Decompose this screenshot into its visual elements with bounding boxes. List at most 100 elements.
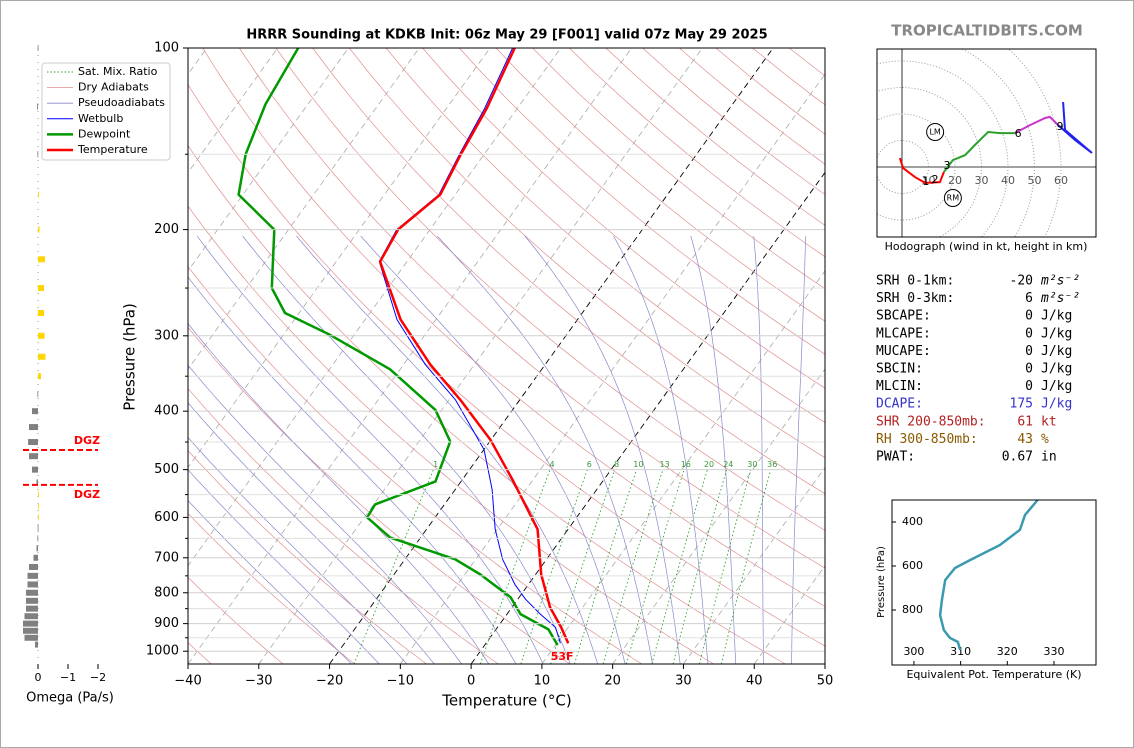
omega-bar xyxy=(26,597,38,604)
y-tick-label: 1000 xyxy=(146,644,179,659)
storm-motion-label: RM xyxy=(947,194,960,203)
mixing-ratio-line xyxy=(602,469,664,664)
legend-box xyxy=(41,62,171,161)
stat-label: MLCAPE: xyxy=(876,326,931,341)
legend-label: Temperature xyxy=(77,143,148,156)
hodo-height-label: 3 xyxy=(944,159,951,172)
omega-bar xyxy=(29,563,38,570)
omega-bar xyxy=(35,641,38,648)
dry-adiabat xyxy=(495,48,825,322)
dry-adiabat xyxy=(188,388,499,664)
omega-bar xyxy=(38,310,44,317)
omega-bar xyxy=(32,408,38,415)
profile-x-tick-label: 320 xyxy=(997,645,1018,658)
background-lines xyxy=(188,48,825,664)
profile-x-tick-label: 330 xyxy=(1043,645,1064,658)
mixing-ratio-line xyxy=(672,469,728,664)
pseudoadiabat xyxy=(524,235,681,664)
pseudoadiabat xyxy=(188,364,462,664)
isotherm xyxy=(188,48,562,567)
dry-adiabat xyxy=(188,576,284,664)
profile-y-tick-label: 600 xyxy=(902,559,923,572)
pseudoadiabat xyxy=(188,436,408,664)
isotherm xyxy=(188,48,632,664)
isotherm xyxy=(188,48,491,469)
y-tick-label: 400 xyxy=(154,404,179,419)
watermark: TROPICALTIDBITS.COM xyxy=(891,22,1083,40)
omega-x-tick-label: 0 xyxy=(35,671,42,684)
stat-label: PWAT: xyxy=(876,450,915,465)
y-tick-label: 900 xyxy=(154,616,179,631)
omega-bar xyxy=(37,103,38,110)
hodograph-caption: Hodograph (wind in kt, height in km) xyxy=(885,240,1088,253)
omega-bar xyxy=(38,353,46,360)
mixing-ratio-line xyxy=(699,469,752,664)
pseudoadiabat xyxy=(196,235,544,664)
legend: Sat. Mix. Ratio Dry Adiabats Pseudoadiabat… xyxy=(41,62,171,161)
x-axis-label: Temperature (°C) xyxy=(441,692,571,710)
y-tick-label: 700 xyxy=(154,550,179,565)
mixing-ratio-label: 1 xyxy=(433,460,438,469)
stat-unit: J/kg xyxy=(1041,309,1072,324)
omega-bar xyxy=(38,226,40,233)
omega-bar xyxy=(24,634,38,641)
mixing-ratio-line xyxy=(651,469,708,664)
stat-unit: kt xyxy=(1041,414,1057,429)
dry-adiabat xyxy=(188,83,825,647)
hodo-ring xyxy=(877,140,929,194)
x-tick-label: 50 xyxy=(817,674,834,689)
stat-value: 0 xyxy=(1025,344,1033,359)
legend-label: Pseudoadiabats xyxy=(78,96,165,109)
stat-label: RH 300-850mb: xyxy=(876,432,978,447)
profile-frame xyxy=(891,499,1097,666)
mixing-ratio-label: 13 xyxy=(659,460,669,469)
mixing-ratio-line xyxy=(479,469,551,664)
stat-unit: J/kg xyxy=(1041,344,1072,359)
omega-bar xyxy=(38,332,45,339)
stat-value: 6 xyxy=(1025,291,1033,306)
pseudoadiabat xyxy=(690,236,737,664)
stat-unit: in xyxy=(1041,450,1057,465)
dry-adiabat xyxy=(312,48,825,495)
omega-bar xyxy=(23,620,38,627)
profile-line xyxy=(378,48,570,644)
stat-unit: m²s⁻² xyxy=(1040,291,1080,306)
profile-line xyxy=(237,48,559,646)
stat-label: MLCIN: xyxy=(876,379,923,394)
hodo-trace xyxy=(1057,102,1093,154)
mixing-ratio-line xyxy=(625,469,685,664)
omega-x-tick-label: −1 xyxy=(60,671,76,684)
omega-bar xyxy=(26,605,38,612)
x-tick-label: 30 xyxy=(675,674,692,689)
dry-adiabat xyxy=(459,48,825,355)
omega-bar xyxy=(36,479,38,486)
stat-value: 0 xyxy=(1025,326,1033,341)
x-tick-label: 10 xyxy=(534,674,551,689)
pseudoadiabat xyxy=(613,235,709,664)
hodo-ring-label: 30 xyxy=(975,174,989,187)
x-tick-label: 40 xyxy=(746,674,763,689)
dry-adiabat xyxy=(349,48,825,459)
mixing-ratio-label: 24 xyxy=(723,460,733,469)
pseudoadiabat xyxy=(437,235,653,664)
hodo-trace xyxy=(1014,115,1059,134)
hodo-ring xyxy=(1007,49,1062,237)
mixing-ratio-label: 30 xyxy=(747,460,757,469)
pseudoadiabat xyxy=(188,469,380,664)
mixing-ratio-line xyxy=(520,469,588,664)
dry-adiabat xyxy=(188,512,355,664)
omega-bar xyxy=(36,545,38,552)
storm-motion-label: LM xyxy=(929,128,940,137)
x-tick-label: −10 xyxy=(387,674,414,689)
mixing-ratio-line xyxy=(550,469,616,664)
stat-label: MUCAPE: xyxy=(876,344,931,359)
dgz-label: DGZ xyxy=(74,488,100,501)
profile-x-tick-label: 300 xyxy=(903,645,924,658)
stat-label: SHR 200-850mb: xyxy=(876,414,986,429)
y-tick-label: 200 xyxy=(154,222,179,237)
stat-label: DCAPE: xyxy=(876,397,923,412)
stat-unit: J/kg xyxy=(1041,362,1072,377)
hodo-height-label: 6 xyxy=(1015,127,1022,140)
